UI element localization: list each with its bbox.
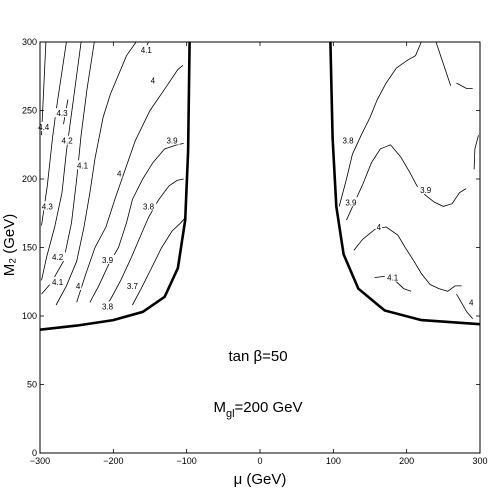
contour-label-bg-16 [340, 135, 356, 145]
contour-label-bg-3 [49, 252, 66, 262]
contour-labels: 4.4 4.3 4.3 4.2 4.2 4.1 4.1 4.1 4 4 4 3.9 3.9 3.8 3.8 3… [35, 45, 475, 311]
y-tick-label: 300 [22, 37, 37, 47]
contour-label-bg-0 [35, 121, 52, 131]
contour-label-14: 3.8 [143, 202, 155, 211]
contour-line-11 [338, 41, 422, 207]
contour-line-15 [456, 293, 474, 319]
contour-line-17 [456, 82, 473, 89]
annotation-tanbeta: tan β=50 [228, 348, 287, 365]
contour-label-16: 3.8 [342, 137, 354, 146]
contour-line-1 [41, 41, 67, 226]
contour-label-5: 4.1 [52, 278, 64, 287]
contour-lines [41, 41, 479, 319]
annotation-mgl-rest: =200 GeV [235, 399, 303, 416]
contour-label-bg-1 [39, 201, 56, 211]
contour-line-9 [101, 178, 184, 311]
contour-label-0: 4.4 [38, 123, 50, 132]
contour-label-7: 4.1 [141, 46, 153, 55]
contour-label-bg-9 [149, 75, 157, 85]
contour-line-12 [346, 144, 467, 221]
contour-label-1: 4.3 [42, 202, 54, 211]
contour-label-bg-4 [59, 135, 75, 145]
contour-label-18: 3.9 [420, 186, 432, 195]
x-tick-label: −300 [30, 456, 50, 466]
annotation-mgl-sub: gl [226, 408, 235, 420]
x-tick-label: 300 [472, 456, 487, 466]
contour-label-bg-15 [124, 280, 141, 290]
contour-label-bg-6 [74, 160, 91, 170]
contour-label-bg-17 [343, 197, 359, 207]
contour-line-16 [473, 135, 479, 170]
contour-line-10 [132, 218, 185, 306]
contour-label-8: 4 [76, 282, 81, 291]
y-axis-label: M₂ (GeV) [1, 214, 18, 277]
contour-label-bg-21 [467, 297, 475, 307]
contour-line-7 [76, 64, 184, 303]
contour-label-12: 3.9 [166, 137, 178, 146]
contour-line-0 [41, 41, 47, 136]
contour-label-bg-18 [417, 185, 434, 194]
x-tick-label: 100 [326, 456, 341, 466]
contour-label-bg-13 [99, 301, 116, 311]
annotation-mgl: Mgl=200 GeV [213, 399, 302, 420]
y-tick-label: 0 [32, 448, 37, 458]
contour-label-3: 4.2 [52, 253, 64, 262]
contour-label-9: 4 [151, 76, 156, 85]
contour-label-15: 3.7 [127, 282, 139, 291]
plot-frame [39, 41, 481, 454]
contour-label-2: 4.3 [56, 109, 68, 118]
contour-label-bg-11 [99, 254, 116, 264]
contour-label-bg-2 [54, 108, 70, 118]
contour-label-bg-5 [49, 276, 66, 286]
x-tick-label: −200 [103, 456, 123, 466]
contour-label-17: 3.9 [345, 198, 357, 207]
y-tick-label: 100 [22, 311, 37, 321]
boundary-curve-right [329, 41, 481, 326]
y-tick-label: 250 [22, 106, 37, 116]
contour-label-13: 3.8 [102, 302, 114, 311]
contour-label-bg-14 [140, 201, 157, 211]
y-tick-label: 150 [22, 243, 37, 253]
y-tick-label: 200 [22, 174, 37, 184]
contour-label-6: 4.1 [77, 161, 89, 170]
contour-label-19: 4 [377, 223, 382, 232]
x-tick-label: 200 [399, 456, 414, 466]
contour-line-8 [89, 143, 184, 303]
contour-label-bg-10 [115, 168, 123, 178]
contour-label-bg-19 [375, 221, 383, 231]
annotation-mgl-main: M [213, 399, 226, 416]
x-axis-label: μ (GeV) [234, 471, 287, 488]
contour-line-13 [353, 226, 462, 292]
boundary-curve-left [39, 41, 191, 331]
contour-label-11: 3.9 [102, 256, 114, 265]
contour-label-bg-7 [138, 45, 155, 55]
contour-label-4: 4.2 [62, 137, 74, 146]
contour-label-21: 4 [469, 298, 474, 307]
contour-label-bg-12 [164, 135, 180, 145]
x-tick-label: 0 [257, 456, 262, 466]
axis-ticks: −300 −200 −100 0 100 200 300 0 50 100 150 200 250 300 [22, 37, 488, 466]
contour-label-bg-20 [384, 272, 401, 282]
y-tick-label: 50 [27, 380, 37, 390]
contour-line-18 [435, 41, 452, 86]
contour-line-3 [41, 41, 82, 281]
contour-label-20: 4.1 [387, 274, 399, 283]
contour-line-6 [55, 41, 137, 306]
x-tick-label: −100 [177, 456, 197, 466]
contour-label-10: 4 [117, 170, 122, 179]
excluded-region-boundary [39, 41, 481, 331]
contour-label-bg-8 [74, 280, 82, 290]
